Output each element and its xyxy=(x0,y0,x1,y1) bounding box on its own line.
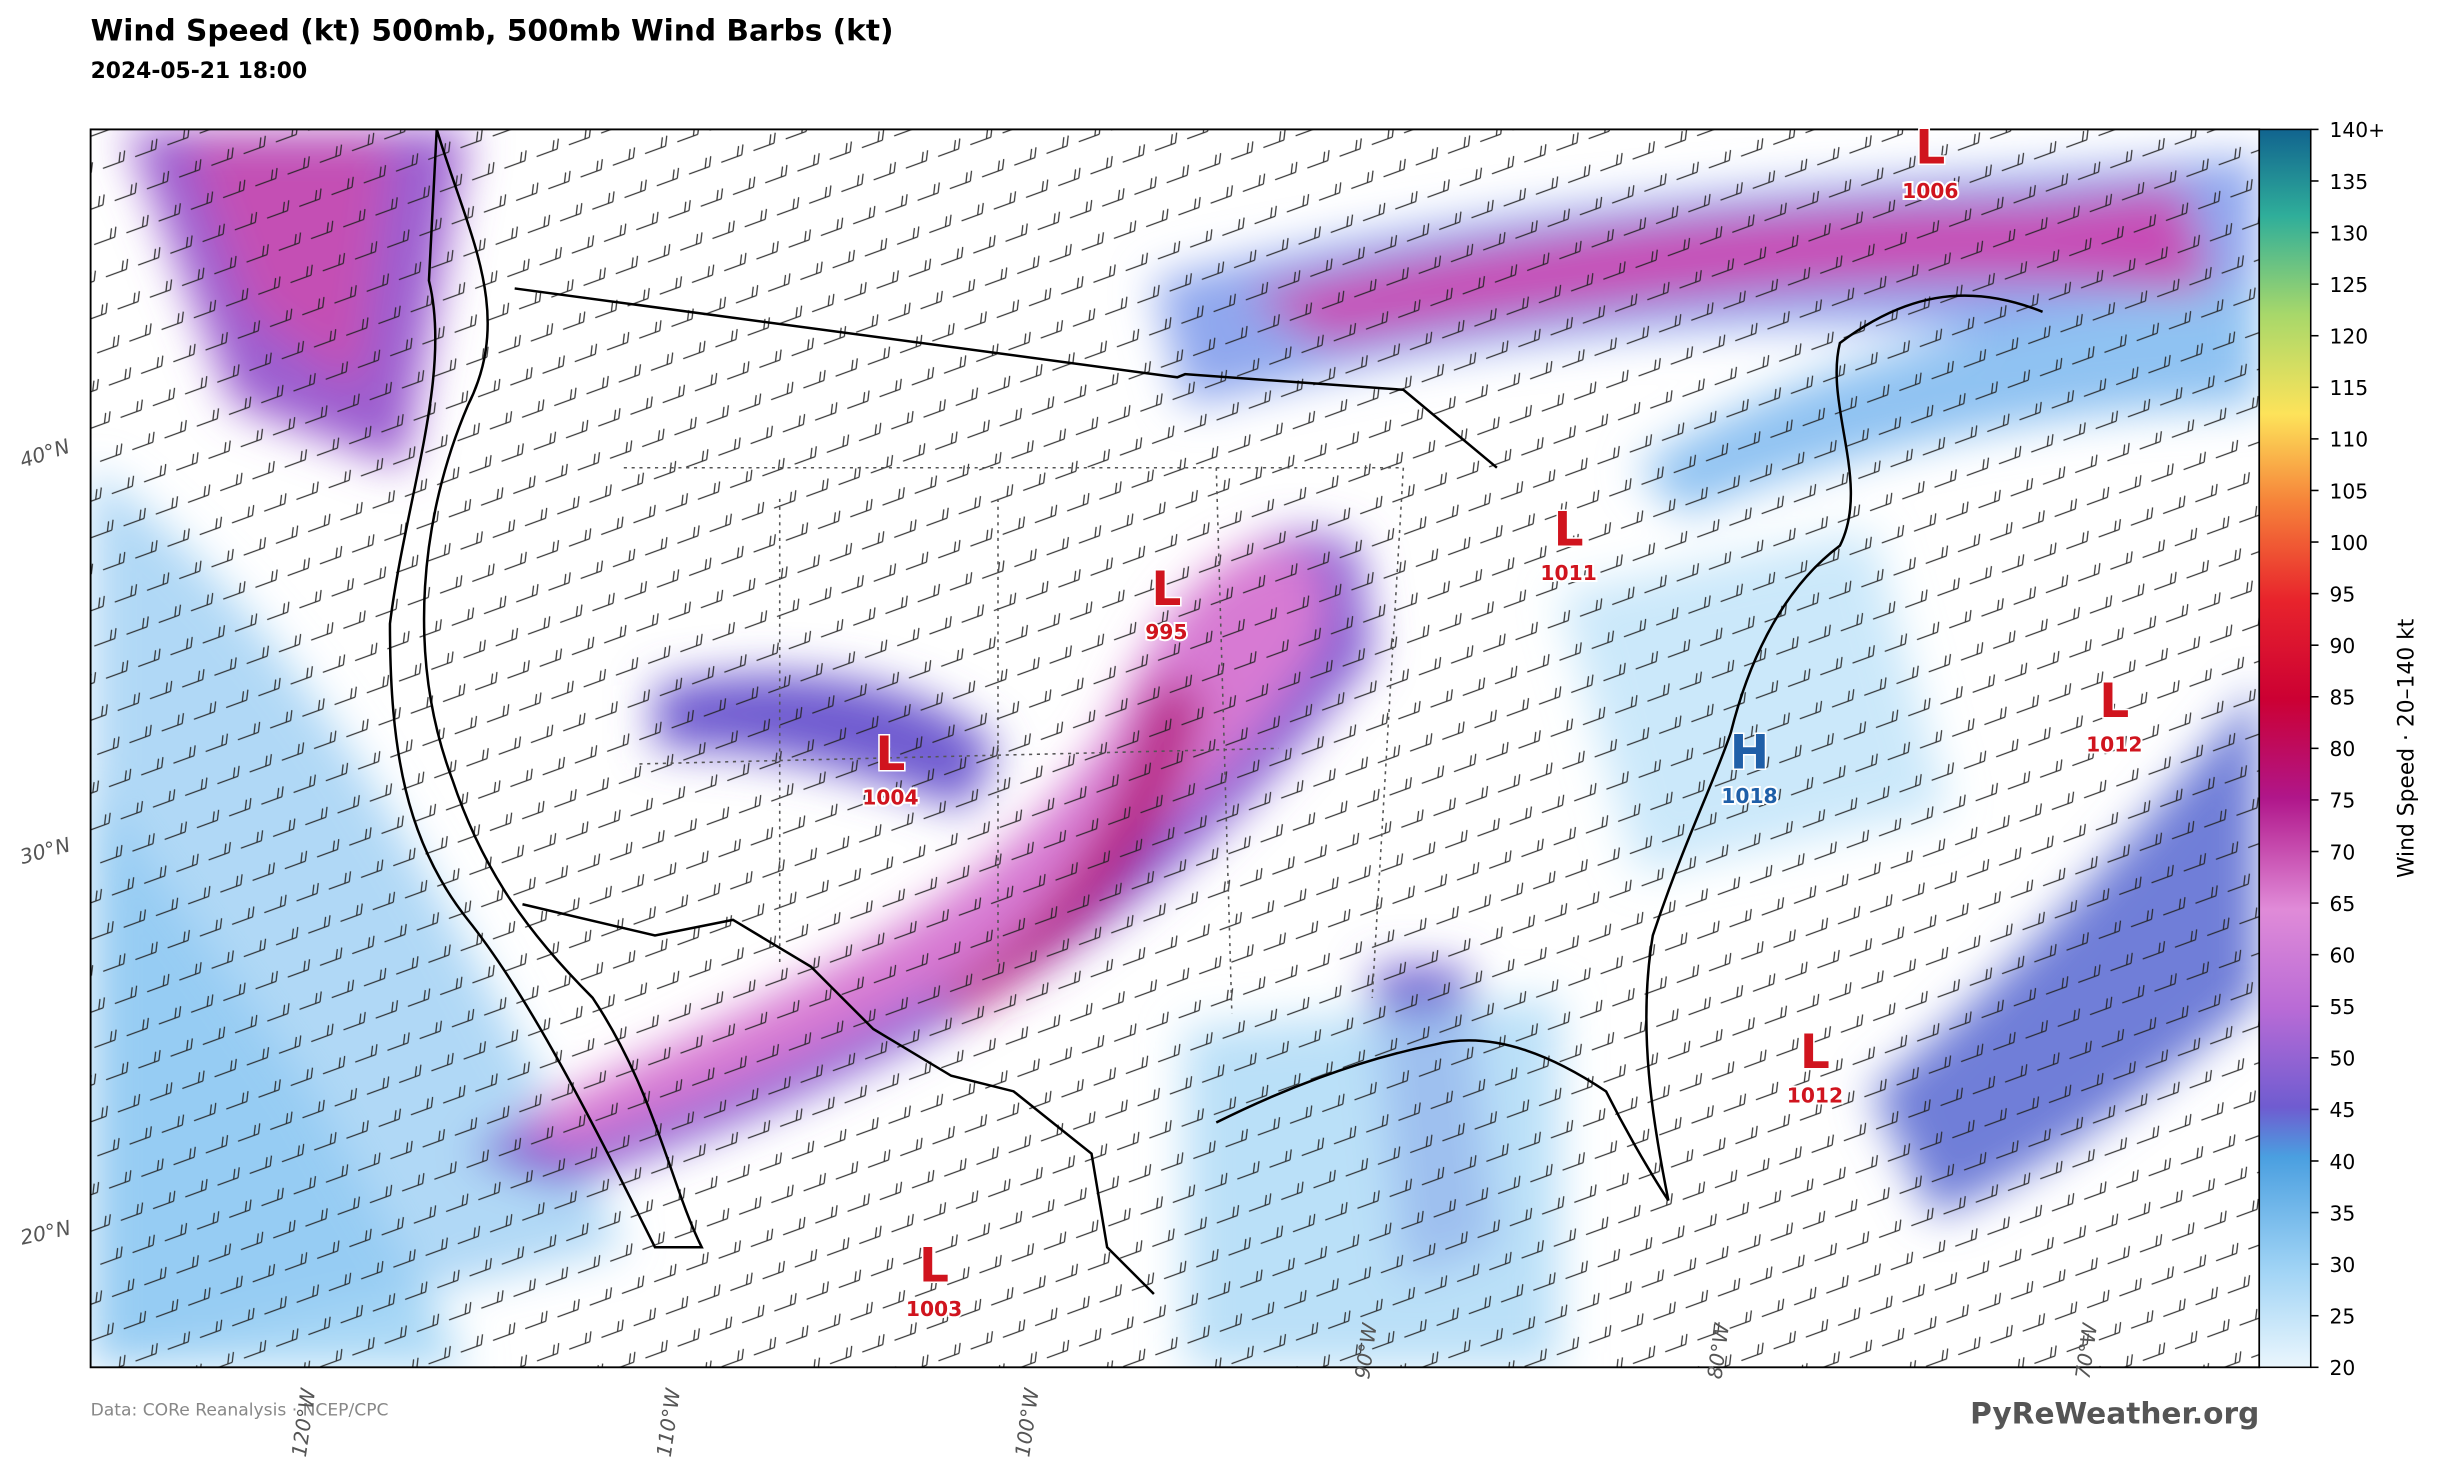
pressure-value: 1018 xyxy=(1721,784,1777,808)
latitude-label: 40°N xyxy=(17,434,73,473)
longitude-label: 110°W xyxy=(652,1386,685,1458)
pressure-letter: L xyxy=(1800,1026,1830,1080)
colorbar-tick-label: 35 xyxy=(2329,1201,2355,1225)
pressure-letter: L xyxy=(1915,122,1945,176)
colorbar xyxy=(2258,128,2312,1369)
pressure-letter: L xyxy=(2099,675,2129,729)
latitude-label: 30°N xyxy=(17,833,73,869)
pressure-letter: L xyxy=(1554,504,1584,558)
pressure-value: 1003 xyxy=(906,1297,962,1321)
colorbar-tick-label: 45 xyxy=(2329,1098,2355,1122)
colorbar-tick-label: 135 xyxy=(2329,170,2368,194)
pressure-value: 1004 xyxy=(862,785,918,809)
longitude-label: 100°W xyxy=(1010,1386,1043,1458)
pressure-value: 995 xyxy=(1145,620,1187,644)
colorbar-tick-label: 85 xyxy=(2329,686,2355,710)
map-field xyxy=(90,129,2260,1368)
latitude-label: 20°N xyxy=(18,1216,73,1250)
colorbar-tick-label: 90 xyxy=(2329,634,2355,658)
colorbar-tick-label: 105 xyxy=(2329,479,2368,503)
colorbar-tick-label: 25 xyxy=(2329,1305,2355,1329)
colorbar-tick-label: 20 xyxy=(2329,1356,2355,1380)
colorbar-tick-label: 95 xyxy=(2329,582,2355,606)
colorbar-tick-label: 55 xyxy=(2329,995,2355,1019)
colorbar-tick-label: 110 xyxy=(2329,428,2368,452)
pressure-letter: L xyxy=(919,1240,949,1294)
colorbar-tick-label: 70 xyxy=(2329,840,2355,864)
pressure-value: 1011 xyxy=(1540,561,1596,585)
colorbar-tick-label: 125 xyxy=(2329,273,2368,297)
colorbar-tick-label: 130 xyxy=(2329,221,2368,245)
data-source: Data: CORe Reanalysis · NCEP/CPC xyxy=(91,1401,389,1421)
pressure-letter: L xyxy=(1151,563,1181,617)
colorbar-tick-label: 140+ xyxy=(2329,118,2385,142)
subtitle: 2024-05-21 18:00 xyxy=(91,59,308,84)
pressure-value: 1012 xyxy=(2086,732,2142,756)
colorbar-tick-label: 40 xyxy=(2329,1150,2355,1174)
colorbar-tick-label: 75 xyxy=(2329,789,2355,813)
colorbar-tick-label: 60 xyxy=(2329,943,2355,967)
pressure-letter: H xyxy=(1730,727,1769,781)
title: Wind Speed (kt) 500mb, 500mb Wind Barbs … xyxy=(91,14,894,48)
pressure-value: 1006 xyxy=(1902,179,1958,203)
pressure-value: 1012 xyxy=(1787,1083,1843,1107)
colorbar-tick-label: 120 xyxy=(2329,325,2368,349)
longitude-label: 120°W xyxy=(287,1386,320,1458)
colorbar-tick-label: 115 xyxy=(2329,376,2368,400)
state-lines xyxy=(623,466,1405,1014)
coastline xyxy=(388,129,704,1249)
brand: PyReWeather.org xyxy=(1970,1396,2259,1430)
colorbar-tick-label: 30 xyxy=(2329,1253,2355,1277)
pressure-letter: L xyxy=(876,728,906,782)
colorbar-tick-label: 100 xyxy=(2329,531,2368,555)
borders xyxy=(514,287,2044,1295)
colorbar-tick-label: 65 xyxy=(2329,892,2355,916)
colorbar-tick-label: 50 xyxy=(2329,1047,2355,1071)
colorbar-tick-label: 80 xyxy=(2329,737,2355,761)
colorbar-label: Wind Speed · 20–140 kt xyxy=(2395,618,2420,878)
